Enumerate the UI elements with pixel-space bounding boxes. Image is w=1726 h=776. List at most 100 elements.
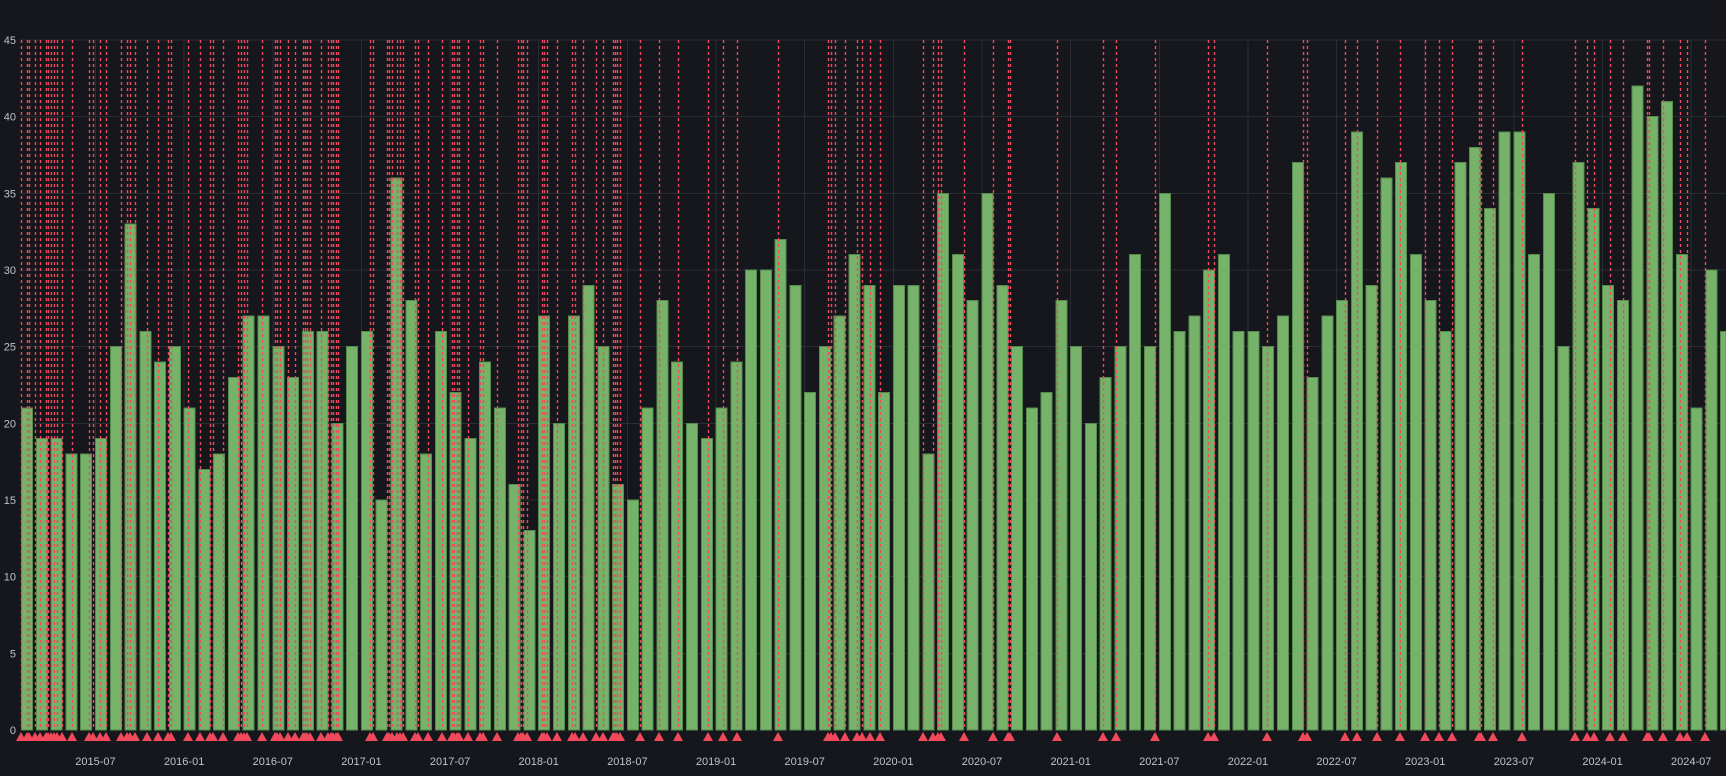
annotation-marker-icon[interactable]: [918, 732, 928, 741]
annotation-marker-icon[interactable]: [830, 732, 840, 741]
bar-2018-12[interactable]: [700, 438, 713, 731]
bar-2016-08[interactable]: [287, 376, 300, 731]
bar-2020-09[interactable]: [1011, 346, 1024, 731]
bar-2018-02[interactable]: [553, 422, 565, 731]
bar-2015-06[interactable]: [80, 453, 93, 731]
annotation-marker-icon[interactable]: [570, 732, 580, 741]
annotation-marker-icon[interactable]: [875, 732, 885, 741]
bar-2017-04[interactable]: [405, 300, 418, 731]
bar-2022-07[interactable]: [1336, 300, 1349, 731]
annotation-marker-icon[interactable]: [1476, 732, 1486, 741]
annotation-marker-icon[interactable]: [654, 732, 664, 741]
bar-2022-04[interactable]: [1291, 162, 1304, 731]
bar-2015-07[interactable]: [94, 438, 107, 731]
bar-2019-11[interactable]: [863, 284, 876, 731]
annotation-marker-icon[interactable]: [542, 732, 552, 741]
bar-2018-07[interactable]: [626, 499, 639, 731]
bar-2018-09[interactable]: [656, 300, 669, 731]
bar-2017-09[interactable]: [479, 361, 492, 731]
bar-2015-09[interactable]: [124, 223, 137, 731]
annotation-marker-icon[interactable]: [1570, 732, 1580, 741]
annotation-marker-icon[interactable]: [1589, 732, 1599, 741]
annotation-marker-icon[interactable]: [1682, 732, 1692, 741]
bar-2019-08[interactable]: [818, 346, 831, 731]
annotation-marker-icon[interactable]: [615, 732, 625, 741]
annotation-marker-icon[interactable]: [635, 732, 645, 741]
bar-2015-11[interactable]: [154, 361, 167, 731]
annotation-marker-icon[interactable]: [591, 732, 601, 741]
annotation-marker-icon[interactable]: [316, 732, 326, 741]
annotation-marker-icon[interactable]: [732, 732, 742, 741]
annotation-marker-icon[interactable]: [463, 732, 473, 741]
bar-2016-05[interactable]: [242, 315, 255, 731]
bar-2023-01[interactable]: [1424, 300, 1437, 731]
annotation-marker-icon[interactable]: [492, 732, 502, 741]
annotation-marker-icon[interactable]: [1340, 732, 1350, 741]
annotation-marker-icon[interactable]: [1700, 732, 1710, 741]
annotation-marker-icon[interactable]: [290, 732, 300, 741]
bar-2024-09[interactable]: [1720, 330, 1726, 731]
bar-2019-07[interactable]: [804, 392, 817, 731]
annotation-marker-icon[interactable]: [857, 732, 867, 741]
annotation-marker-icon[interactable]: [552, 732, 562, 741]
bar-2019-04[interactable]: [759, 269, 772, 731]
annotation-marker-icon[interactable]: [101, 732, 111, 741]
bar-2019-01[interactable]: [715, 407, 728, 731]
bar-2021-08[interactable]: [1173, 330, 1186, 731]
annotation-marker-icon[interactable]: [1302, 732, 1312, 741]
annotation-marker-icon[interactable]: [1447, 732, 1457, 741]
bar-2016-04[interactable]: [227, 376, 240, 731]
bar-2020-05[interactable]: [951, 254, 964, 731]
bar-2021-07[interactable]: [1158, 192, 1171, 731]
bar-2024-03[interactable]: [1631, 85, 1644, 731]
annotation-marker-icon[interactable]: [1517, 732, 1527, 741]
annotation-marker-icon[interactable]: [153, 732, 163, 741]
bar-2015-04[interactable]: [50, 438, 63, 731]
bar-2022-01[interactable]: [1247, 330, 1260, 731]
bar-2019-03[interactable]: [745, 269, 758, 731]
bar-2021-11[interactable]: [1217, 254, 1230, 731]
annotation-marker-icon[interactable]: [166, 732, 176, 741]
annotation-marker-icon[interactable]: [865, 732, 875, 741]
bar-2020-01[interactable]: [892, 284, 905, 731]
annotation-marker-icon[interactable]: [413, 732, 423, 741]
annotation-marker-icon[interactable]: [478, 732, 488, 741]
annotation-marker-icon[interactable]: [67, 732, 77, 741]
annotation-marker-icon[interactable]: [1150, 732, 1160, 741]
bar-2017-03[interactable]: [390, 177, 403, 731]
annotation-marker-icon[interactable]: [1111, 732, 1121, 741]
bar-2020-04[interactable]: [937, 192, 950, 731]
annotation-marker-icon[interactable]: [130, 732, 140, 741]
bar-2023-10[interactable]: [1557, 346, 1570, 731]
annotation-marker-icon[interactable]: [673, 732, 683, 741]
annotation-marker-icon[interactable]: [368, 732, 378, 741]
bar-2017-12[interactable]: [523, 530, 536, 731]
annotation-marker-icon[interactable]: [1098, 732, 1108, 741]
annotation-marker-icon[interactable]: [57, 732, 67, 741]
bar-2023-05[interactable]: [1483, 208, 1496, 731]
bar-2018-08[interactable]: [641, 407, 654, 731]
annotation-marker-icon[interactable]: [578, 732, 588, 741]
annotation-marker-icon[interactable]: [1582, 732, 1592, 741]
annotation-marker-icon[interactable]: [1605, 732, 1615, 741]
bar-2022-11[interactable]: [1395, 162, 1408, 731]
bar-2023-08[interactable]: [1528, 254, 1541, 731]
annotation-marker-icon[interactable]: [773, 732, 783, 741]
bar-2016-06[interactable]: [257, 315, 270, 731]
bar-2018-04[interactable]: [582, 284, 595, 731]
bar-2020-08[interactable]: [996, 284, 1009, 731]
annotation-marker-icon[interactable]: [522, 732, 532, 741]
bar-2023-04[interactable]: [1469, 146, 1482, 731]
bar-2015-05[interactable]: [65, 453, 78, 731]
bar-2020-06[interactable]: [966, 300, 979, 731]
bar-2023-03[interactable]: [1454, 162, 1467, 731]
bar-2017-01[interactable]: [360, 330, 373, 731]
annotation-marker-icon[interactable]: [1395, 732, 1405, 741]
bar-2017-05[interactable]: [420, 453, 433, 731]
bar-2018-03[interactable]: [567, 315, 580, 731]
bar-2020-03[interactable]: [922, 453, 935, 731]
bar-2024-05[interactable]: [1661, 100, 1674, 731]
bar-2015-03[interactable]: [35, 438, 48, 731]
annotation-marker-icon[interactable]: [218, 732, 228, 741]
bar-2017-08[interactable]: [464, 438, 477, 731]
